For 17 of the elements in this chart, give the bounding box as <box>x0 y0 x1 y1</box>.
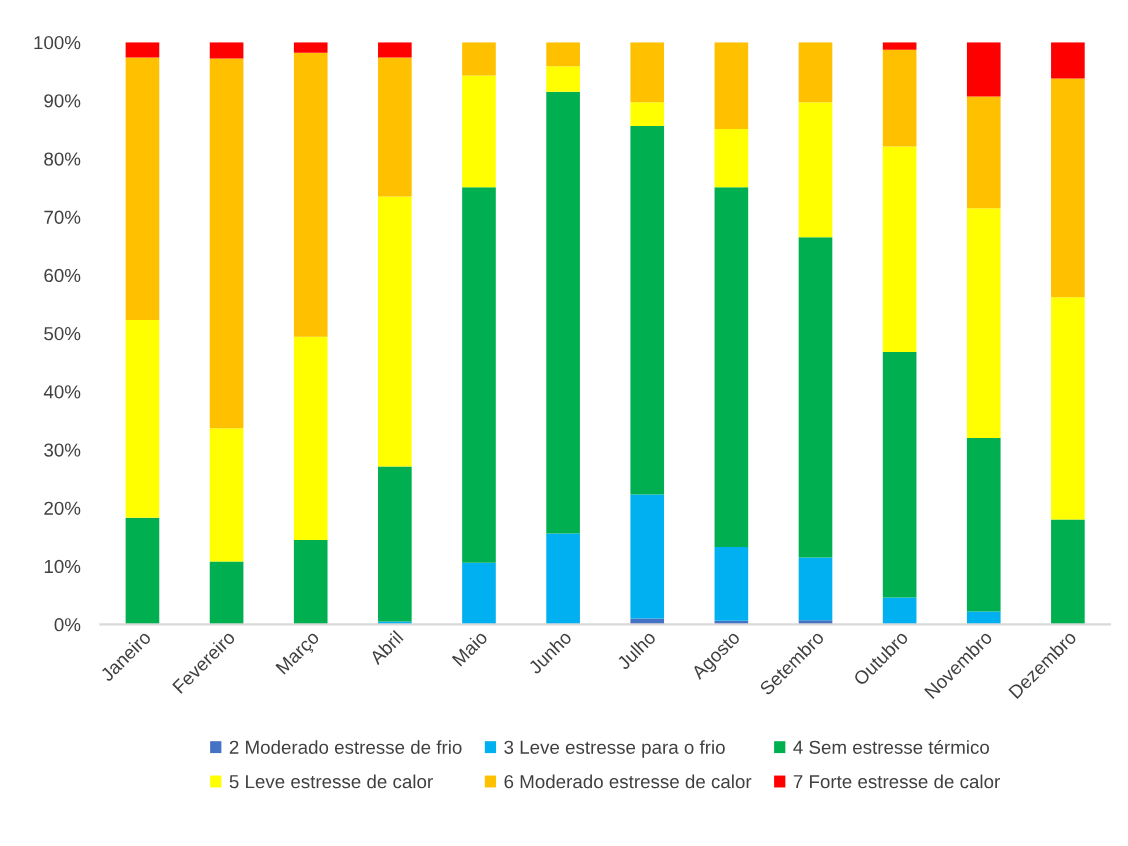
y-tick-label: 100% <box>34 36 81 50</box>
legend-label: 7 Forte estresse de calor <box>793 774 1000 789</box>
y-tick-label: 50% <box>44 327 81 341</box>
legend-label: 2 Moderado estresse de frio <box>229 740 462 754</box>
y-tick-label: 40% <box>43 385 81 399</box>
legend-label: 6 Moderado estresse de calor <box>504 774 752 789</box>
y-tick-label: 10% <box>44 559 81 574</box>
y-tick-label: 30% <box>44 443 81 457</box>
y-tick-label: 80% <box>44 152 81 166</box>
y-tick-label: 0% <box>54 618 81 632</box>
y-tick-label: 90% <box>44 94 81 108</box>
legend-label: 4 Sem estresse térmico <box>793 739 989 754</box>
legend-label: 3 Leve estresse para o frio <box>504 740 725 758</box>
y-tick-label: 20% <box>44 501 81 515</box>
y-tick-label: 70% <box>44 210 81 224</box>
y-tick-label: 60% <box>44 268 81 283</box>
legend-label: 5 Leve estresse de calor <box>229 774 433 789</box>
